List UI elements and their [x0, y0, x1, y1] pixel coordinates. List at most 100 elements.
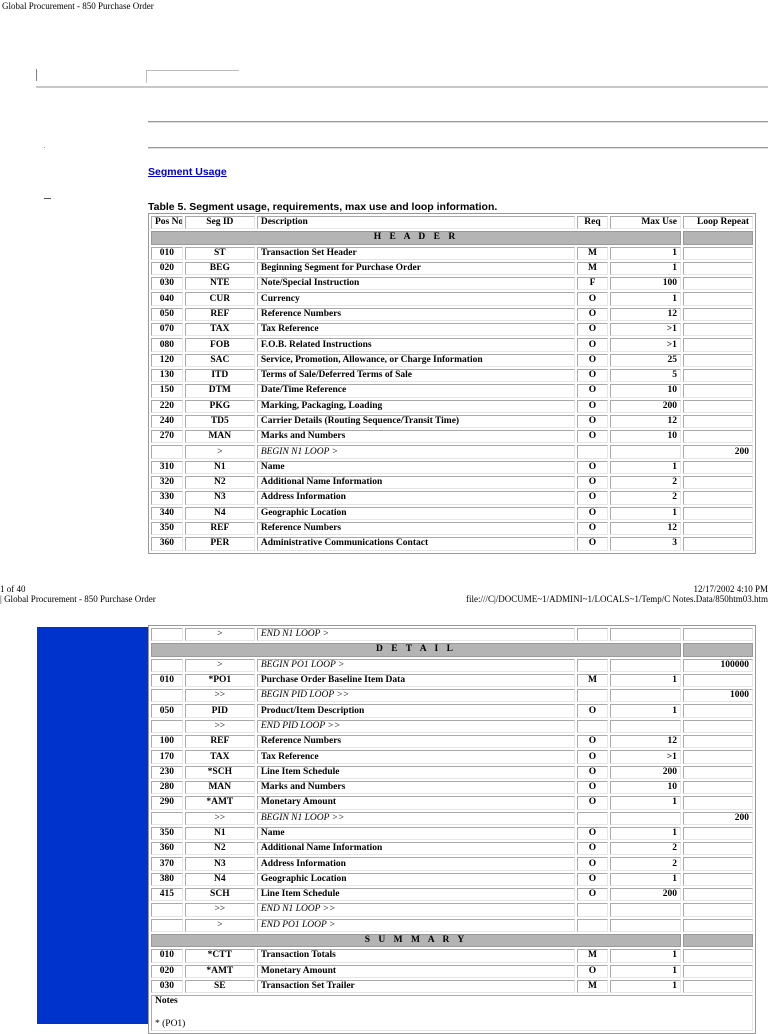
req-cell: O — [577, 521, 608, 536]
table-row: 380 N4 Geographic Location O 1 — [151, 872, 753, 887]
table-row: 370 N3 Address Information O 2 — [151, 857, 753, 871]
loop-repeat-cell — [682, 735, 753, 749]
max-use-cell — [609, 658, 681, 672]
description-cell: Tax Reference — [256, 750, 576, 764]
max-use-cell: 10 — [609, 384, 681, 398]
seg-id-cell: *SCH — [184, 765, 255, 779]
pos-no-cell: 070 — [151, 323, 183, 337]
seg-id-cell: ITD — [184, 368, 255, 383]
description-cell: Currency — [256, 292, 576, 306]
loop-marker-row: >> END N1 LOOP >> — [151, 903, 753, 917]
loop-repeat-cell — [682, 949, 753, 963]
req-cell: O — [577, 506, 608, 520]
seg-id-cell: *AMT — [184, 796, 255, 810]
pos-no-cell: 415 — [151, 888, 183, 902]
seg-id-cell: *AMT — [184, 964, 255, 978]
table-row: 415 SCH Line Item Schedule O 200 — [151, 888, 753, 902]
section-label: H E A D E R — [151, 231, 681, 245]
table-row: 350 N1 Name O 1 — [151, 826, 753, 841]
req-cell: O — [577, 430, 608, 444]
decorative-mark — [44, 198, 51, 199]
max-use-cell: 1 — [609, 292, 681, 306]
loop-repeat-cell — [682, 750, 753, 764]
description-cell: Address Information — [256, 857, 576, 871]
req-cell: O — [577, 765, 608, 779]
segment-usage-table: Pos No. Seg ID Description Req Max Use L… — [148, 213, 756, 554]
loop-repeat-cell — [682, 399, 753, 413]
max-use-cell: >1 — [609, 338, 681, 352]
req-cell: O — [577, 353, 608, 367]
table-row: 310 N1 Name O 1 — [151, 460, 753, 475]
description-cell: Beginning Segment for Purchase Order — [256, 261, 576, 276]
max-use-cell: 1 — [609, 261, 681, 276]
loop-repeat-cell: 1000 — [682, 689, 753, 703]
pos-no-cell — [151, 628, 183, 642]
pos-no-cell: 350 — [151, 521, 183, 536]
loop-repeat-cell — [682, 979, 753, 994]
max-use-cell: 12 — [609, 735, 681, 749]
table-row: 040 CUR Currency O 1 — [151, 292, 753, 306]
max-use-cell: 1 — [609, 872, 681, 887]
max-use-cell: 1 — [609, 460, 681, 475]
req-cell — [577, 445, 608, 459]
loop-repeat-cell — [682, 537, 753, 551]
req-cell: O — [577, 338, 608, 352]
pos-no-cell: 370 — [151, 857, 183, 871]
loop-repeat-cell — [682, 476, 753, 490]
page-count: 1 of 40 — [0, 584, 26, 594]
pos-no-cell — [151, 918, 183, 932]
pos-no-cell: 100 — [151, 735, 183, 749]
max-use-cell: >1 — [609, 750, 681, 764]
seg-id-cell: >> — [184, 719, 255, 734]
pos-no-cell: 030 — [151, 979, 183, 994]
pos-no-cell: 040 — [151, 292, 183, 306]
req-cell: O — [577, 780, 608, 795]
table-row: 320 N2 Additional Name Information O 2 — [151, 476, 753, 490]
next-page-title: | Global Procurement - 850 Purchase Orde… — [0, 594, 156, 604]
table-row: 170 TAX Tax Reference O >1 — [151, 750, 753, 764]
req-cell — [577, 811, 608, 825]
pos-no-cell — [151, 903, 183, 917]
pos-no-cell: 360 — [151, 537, 183, 551]
loop-repeat-cell — [682, 765, 753, 779]
segment-usage-link[interactable]: Segment Usage — [148, 166, 227, 178]
pos-no-cell: 230 — [151, 765, 183, 779]
req-cell — [577, 918, 608, 932]
divider — [36, 86, 768, 88]
pos-no-cell: 280 — [151, 780, 183, 795]
table-row: 010 ST Transaction Set Header M 1 — [151, 246, 753, 260]
description-cell: Geographic Location — [256, 872, 576, 887]
max-use-cell: 5 — [609, 368, 681, 383]
loop-repeat-cell — [682, 872, 753, 887]
pos-no-cell: 030 — [151, 277, 183, 291]
description-cell: Monetary Amount — [256, 964, 576, 978]
section-header-blank — [682, 643, 753, 657]
loop-marker-row: >> BEGIN N1 LOOP >> 200 — [151, 811, 753, 825]
seg-id-cell: N1 — [184, 826, 255, 841]
column-header-req: Req — [577, 216, 608, 230]
loop-marker-row: > BEGIN N1 LOOP > 200 — [151, 445, 753, 459]
description-cell: Service, Promotion, Allowance, or Charge… — [256, 353, 576, 367]
loop-repeat-cell — [682, 842, 753, 856]
pos-no-cell: 330 — [151, 491, 183, 505]
description-cell: Name — [256, 460, 576, 475]
seg-id-cell: N4 — [184, 506, 255, 520]
pos-no-cell: 050 — [151, 704, 183, 718]
req-cell: O — [577, 476, 608, 490]
req-cell: O — [577, 888, 608, 902]
seg-id-cell: CUR — [184, 292, 255, 306]
seg-id-cell: > — [184, 658, 255, 672]
loop-marker-row: > END PO1 LOOP > — [151, 918, 753, 932]
loop-repeat-cell: 200 — [682, 445, 753, 459]
loop-repeat-cell — [682, 261, 753, 276]
table-row: 120 SAC Service, Promotion, Allowance, or … — [151, 353, 753, 367]
pos-no-cell: 310 — [151, 460, 183, 475]
max-use-cell: 200 — [609, 399, 681, 413]
seg-id-cell: TAX — [184, 323, 255, 337]
pos-no-cell: 340 — [151, 506, 183, 520]
max-use-cell — [609, 719, 681, 734]
req-cell: O — [577, 537, 608, 551]
table-header-row: Pos No. Seg ID Description Req Max Use L… — [151, 216, 753, 230]
req-cell: O — [577, 842, 608, 856]
description-cell: Additional Name Information — [256, 842, 576, 856]
